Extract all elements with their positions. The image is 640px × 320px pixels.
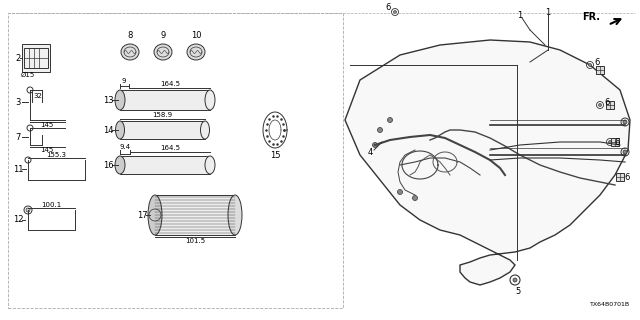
Ellipse shape (154, 44, 172, 60)
Text: 145: 145 (40, 147, 54, 153)
Text: 17: 17 (137, 211, 147, 220)
Text: 6: 6 (604, 98, 610, 107)
Circle shape (609, 140, 611, 143)
Ellipse shape (148, 195, 162, 235)
Circle shape (413, 196, 417, 201)
Ellipse shape (205, 90, 215, 110)
Text: FR.: FR. (582, 12, 600, 22)
Text: 100.1: 100.1 (41, 202, 61, 208)
Bar (616, 173, 624, 181)
Text: 4: 4 (367, 148, 372, 156)
Text: 12: 12 (13, 215, 23, 225)
Ellipse shape (205, 156, 215, 174)
Circle shape (618, 175, 621, 179)
Text: 9: 9 (161, 30, 166, 39)
Bar (8, 13, 343, 308)
Bar (120, 90, 210, 110)
Circle shape (513, 278, 517, 282)
Text: 16: 16 (102, 161, 113, 170)
Text: Ø15: Ø15 (21, 72, 35, 78)
Ellipse shape (228, 195, 242, 235)
Bar (155, 195, 235, 235)
Text: 3: 3 (15, 98, 20, 107)
Text: 10: 10 (191, 30, 201, 39)
Polygon shape (345, 40, 630, 285)
Text: 32: 32 (33, 93, 42, 99)
Circle shape (589, 63, 591, 67)
Circle shape (387, 117, 392, 123)
Text: 8: 8 (127, 30, 132, 39)
Text: 9: 9 (122, 78, 126, 84)
Bar (120, 156, 210, 174)
Bar (24, 48, 48, 68)
Ellipse shape (115, 90, 125, 110)
Text: 145: 145 (40, 122, 54, 128)
Bar (596, 66, 604, 74)
Text: 158.9: 158.9 (152, 112, 172, 118)
Text: 164.5: 164.5 (160, 81, 180, 87)
Bar (22, 44, 50, 72)
Text: 5: 5 (515, 287, 520, 297)
Circle shape (623, 120, 627, 124)
Text: 164.5: 164.5 (160, 145, 180, 151)
Ellipse shape (187, 44, 205, 60)
Circle shape (394, 11, 397, 13)
Circle shape (623, 150, 627, 154)
Text: 6: 6 (595, 58, 600, 67)
Circle shape (26, 208, 30, 212)
Text: 1: 1 (517, 11, 523, 20)
Text: 13: 13 (102, 95, 113, 105)
Bar (606, 101, 614, 109)
Text: 1: 1 (545, 7, 550, 17)
Text: TX64B0701B: TX64B0701B (590, 302, 630, 308)
Ellipse shape (115, 121, 125, 139)
Text: 6: 6 (624, 172, 630, 181)
Text: 101.5: 101.5 (185, 238, 205, 244)
Circle shape (397, 189, 403, 195)
Ellipse shape (121, 44, 139, 60)
Ellipse shape (200, 121, 209, 139)
Bar (120, 121, 205, 139)
Text: 14: 14 (103, 125, 113, 134)
Circle shape (378, 127, 383, 132)
Text: 11: 11 (13, 164, 23, 173)
Text: 2: 2 (15, 53, 20, 62)
Text: 155.3: 155.3 (46, 152, 66, 158)
Text: 15: 15 (269, 150, 280, 159)
Ellipse shape (115, 156, 125, 174)
Text: 7: 7 (15, 132, 20, 141)
Circle shape (598, 103, 602, 107)
Text: 9.4: 9.4 (120, 144, 131, 150)
Text: 6: 6 (385, 3, 390, 12)
Circle shape (372, 142, 378, 148)
Bar (611, 138, 619, 146)
Text: 6: 6 (614, 138, 620, 147)
